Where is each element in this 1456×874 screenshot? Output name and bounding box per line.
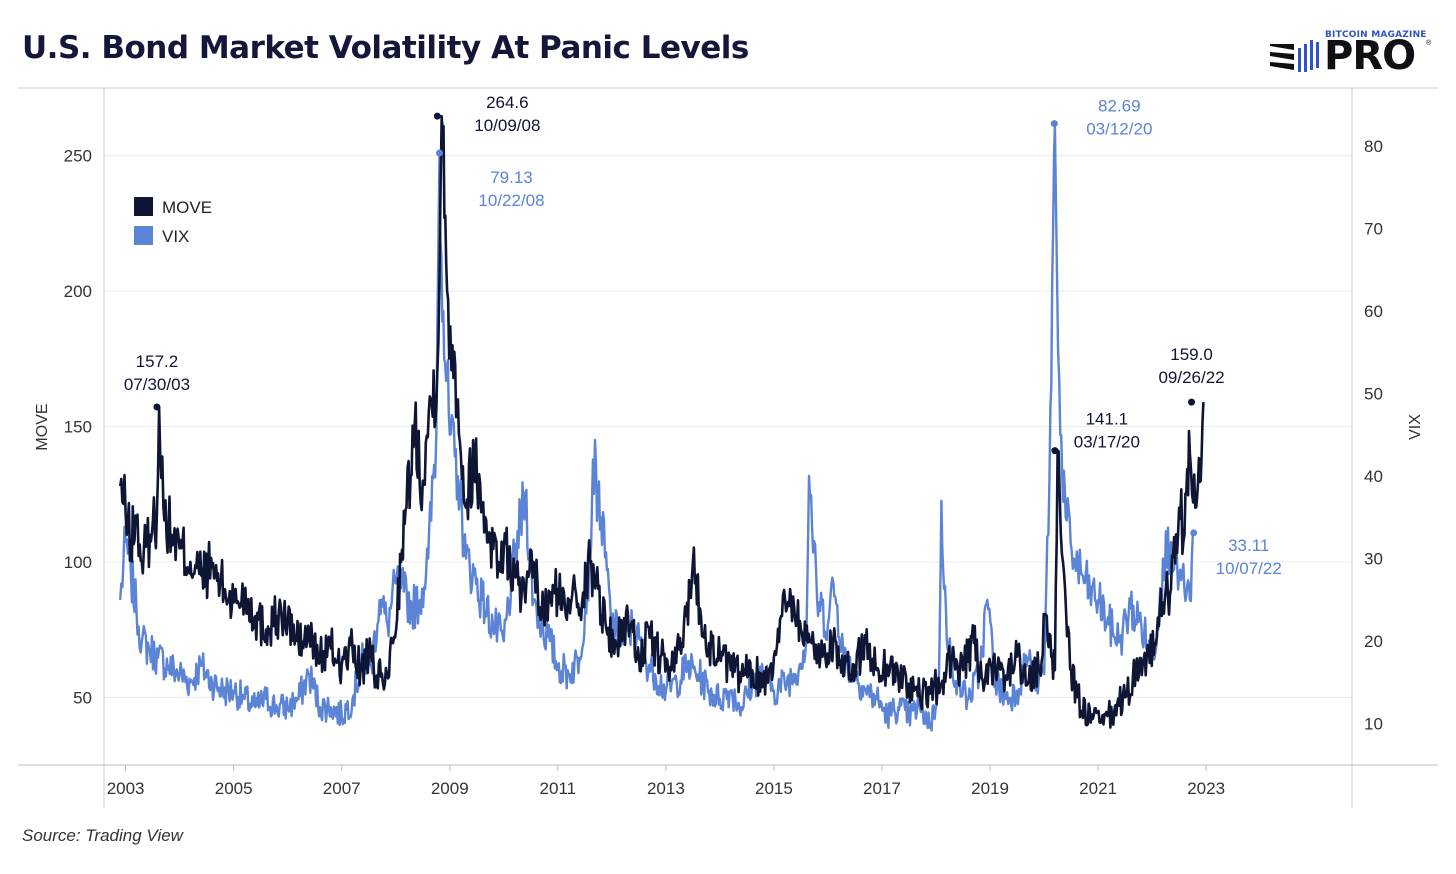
move-series (118, 114, 1205, 729)
axis-labels: 50 100 150 200 250 10 20 30 40 50 60 70 80 2003 2005 20… (34, 137, 1424, 798)
y2-tick-label: 40 (1364, 467, 1383, 486)
annotation-marker (153, 403, 161, 411)
y2-tick-label: 70 (1364, 219, 1383, 238)
x-tick-label: 2013 (647, 779, 685, 798)
annotation-marker (1051, 447, 1059, 455)
chart-title: U.S. Bond Market Volatility At Panic Lev… (22, 30, 749, 66)
annotation-date: 03/12/20 (1086, 120, 1152, 139)
legend: MOVE VIX (134, 197, 212, 246)
y-tick-label: 150 (64, 418, 92, 437)
x-tick-label: 2005 (215, 779, 253, 798)
annotation-value: 79.13 (490, 168, 533, 187)
y-tick-label: 200 (64, 282, 92, 301)
move-line (118, 114, 1205, 729)
y2-tick-label: 10 (1364, 715, 1383, 734)
x-tick-label: 2017 (863, 779, 901, 798)
annotation-date: 10/22/08 (478, 191, 544, 210)
annotation-marker (436, 149, 444, 157)
x-tick-label: 2023 (1187, 779, 1225, 798)
y-tick-label: 250 (64, 147, 92, 166)
annotation-date: 10/07/22 (1216, 559, 1282, 578)
legend-label-vix: VIX (162, 227, 189, 246)
x-tick-label: 2011 (540, 779, 577, 798)
y2-tick-label: 50 (1364, 384, 1383, 403)
y2-tick-label: 30 (1364, 550, 1383, 569)
annotation-marker (433, 112, 441, 120)
source-note: Source: Trading View (22, 826, 183, 845)
annotation-value: 157.2 (136, 352, 179, 371)
x-tick-label: 2003 (107, 779, 145, 798)
logo-reg-mark: ® (1426, 40, 1432, 47)
logo-bars-icon (1270, 40, 1319, 72)
vix-line (119, 122, 1195, 732)
bitcoin-magazine-pro-logo: BITCOIN MAGAZINE PRO ® (1268, 30, 1438, 78)
y2-tick-label: 60 (1364, 302, 1383, 321)
y2-axis-title: VIX (1407, 414, 1424, 440)
y2-tick-label: 80 (1364, 137, 1383, 156)
legend-swatch-vix (134, 226, 153, 245)
logo-big-text: PRO (1324, 33, 1416, 79)
annotation-date: 07/30/03 (124, 375, 190, 394)
annotation-value: 141.1 (1086, 410, 1129, 429)
x-tick-label: 2009 (431, 779, 469, 798)
annotation-date: 10/09/08 (474, 116, 540, 135)
legend-label-move: MOVE (162, 198, 212, 217)
vix-series (119, 122, 1195, 732)
annotation-date: 09/26/22 (1158, 368, 1224, 387)
annotation-value: 159.0 (1170, 345, 1213, 364)
annotations: 157.2 07/30/03 264.6 10/09/08 79.13 10/22/08 8… (124, 93, 1282, 578)
x-tick-label: 2015 (755, 779, 793, 798)
annotation-marker (1190, 529, 1198, 537)
y-tick-label: 50 (73, 688, 92, 707)
logo-small-text: BITCOIN MAGAZINE (1325, 30, 1427, 40)
annotation-value: 82.69 (1098, 97, 1141, 116)
x-tick-label: 2019 (971, 779, 1009, 798)
legend-swatch-move (134, 197, 153, 216)
y-axis-title: MOVE (34, 403, 51, 450)
annotation-value: 33.11 (1228, 536, 1269, 555)
annotation-marker (1050, 120, 1058, 128)
annotation-value: 264.6 (486, 93, 529, 112)
annotation-marker (1188, 398, 1196, 406)
x-tick-label: 2007 (323, 779, 361, 798)
chart-frame (18, 87, 1438, 808)
annotation-date: 03/17/20 (1074, 433, 1140, 452)
x-tick-label: 2021 (1079, 779, 1117, 798)
y-tick-label: 100 (64, 553, 92, 572)
y2-tick-label: 20 (1364, 632, 1383, 651)
